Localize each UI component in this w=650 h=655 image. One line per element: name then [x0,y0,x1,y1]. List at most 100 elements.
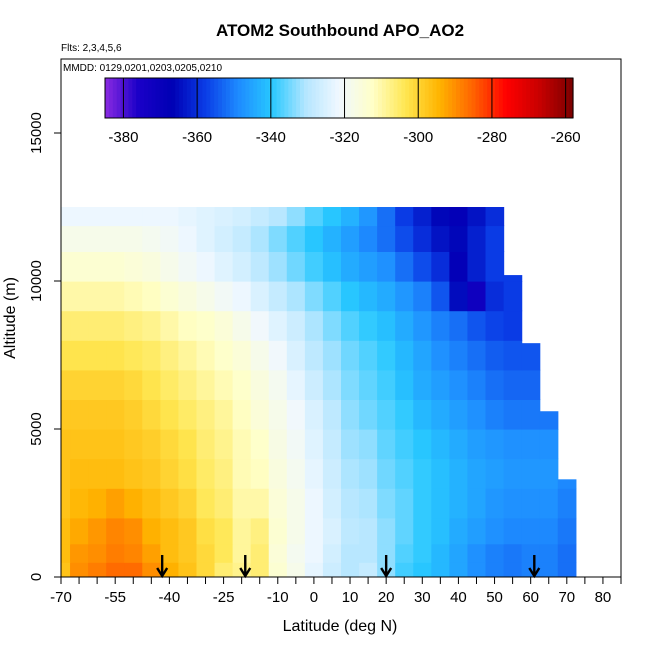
colorbar-swatch [346,78,352,118]
heatmap-cell [467,488,487,519]
colorbar-swatch [358,78,363,118]
heatmap-cell [341,225,360,252]
flight-marker-arrowhead [380,567,393,579]
heatmap-cell [467,340,487,371]
heatmap-cell [142,369,161,400]
heatmap-cell [557,562,577,577]
colorbar-swatch [311,78,317,118]
heatmap-cell [395,340,414,371]
heatmap-cell [304,458,324,489]
heatmap-cell [268,251,288,282]
colorbar-swatch [495,78,500,118]
heatmap-layer [61,207,577,577]
heatmap-cell [485,488,505,519]
colorbar-swatch [350,78,356,118]
colorbar-swatch [222,78,227,118]
heatmap-cell [503,340,523,371]
colorbar-swatch [537,78,543,118]
heatmap-cell [88,543,107,563]
heatmap-cell [61,517,71,545]
colorbar-swatch [319,78,324,118]
heatmap-cell [341,517,360,545]
heatmap-cell [395,517,414,545]
heatmap-cell [467,517,487,545]
heatmap-cell [485,310,505,341]
heatmap-cell [322,225,342,252]
colorbar-swatch [448,78,453,118]
heatmap-cell [449,562,469,577]
heatmap-cell [395,207,414,227]
heatmap-cell [304,399,324,430]
heatmap-cell [160,517,180,545]
heatmap-cell [142,562,161,577]
colorbar-swatch [452,78,457,118]
colorbar-swatch [249,78,254,118]
heatmap-cell [142,399,161,430]
heatmap-cell [268,399,288,430]
heatmap-cell [232,543,252,563]
heatmap-cell [322,429,342,460]
colorbar-swatch [522,78,527,118]
heatmap-cell [88,207,107,227]
heatmap-cell [539,429,559,460]
colorbar-swatch [202,78,207,118]
x-tick-label: -10 [267,589,289,606]
heatmap-cell [196,207,216,227]
heatmap-cell [503,399,523,430]
colorbar-swatch [475,78,480,118]
colorbar-swatch [179,78,184,118]
heatmap-cell [232,488,252,519]
heatmap-cell [232,251,252,282]
heatmap-cell [196,517,216,545]
heatmap-cell [196,429,216,460]
colorbar-swatch [272,78,278,118]
heatmap-cell [196,281,216,312]
heatmap-cell [395,281,414,312]
heatmap-cell [304,225,324,252]
heatmap-cell [88,458,107,489]
heatmap-cell [160,225,180,252]
heatmap-cell [413,488,432,519]
heatmap-cell [214,488,234,519]
colorbar-swatch [569,78,574,118]
heatmap-cell [395,399,414,430]
colorbar-swatch [225,78,231,118]
heatmap-cell [341,340,360,371]
heatmap-cell [341,562,360,577]
heatmap-cell [485,369,505,400]
heatmap-cell [557,488,577,519]
heatmap-cell [61,562,71,577]
heatmap-cell [106,340,125,371]
colorbar-swatch [257,78,262,118]
heatmap-cell [106,543,125,563]
heatmap-cell [485,207,505,227]
heatmap-cell [88,488,107,519]
heatmap-cell [178,369,198,400]
heatmap-cell [485,458,505,489]
heatmap-cell [106,517,125,545]
heatmap-cell [286,281,306,312]
heatmap-cell [467,281,487,312]
heatmap-cell [322,562,342,577]
heatmap-cell [124,399,143,430]
heatmap-cell [106,562,125,577]
heatmap-cell [88,340,107,371]
colorbar-swatch [432,78,438,118]
colorbar-swatch [190,78,196,118]
colorbar-swatch [565,78,570,118]
heatmap-cell [485,517,505,545]
colorbar-swatch [428,78,434,118]
heatmap-cell [377,543,396,563]
heatmap-cell [61,225,71,252]
heatmap-cell [214,310,234,341]
colorbar-swatch [331,78,336,118]
heatmap-cell [232,429,252,460]
heatmap-cell [160,281,180,312]
flight-marker-arrowhead [528,567,541,579]
colorbar-swatch [413,78,418,118]
colorbar-tick-label: -380 [108,129,138,146]
heatmap-cell [395,310,414,341]
heatmap-cell [61,458,71,489]
heatmap-cell [467,399,487,430]
colorbar-frame [104,77,574,119]
